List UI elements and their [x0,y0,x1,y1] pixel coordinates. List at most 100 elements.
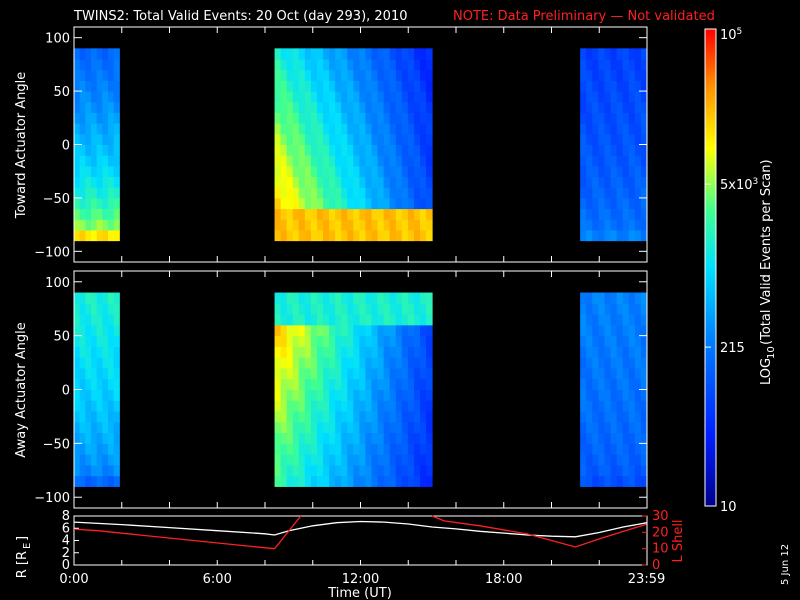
heatmap-cell [79,176,86,188]
heatmap-cell [74,475,81,487]
heatmap-cell [592,59,599,71]
heatmap-cell [113,432,120,444]
heatmap-cell [383,475,391,487]
heatmap-cell [640,367,648,380]
heatmap-cell [79,91,86,103]
heatmap-cell [323,48,330,60]
heatmap-cell [91,475,98,487]
heatmap-cell [108,400,115,412]
heatmap-cell [335,123,342,135]
heatmap-cell [310,314,318,326]
heatmap-cell [108,357,115,369]
heatmap-cell [383,208,391,220]
heatmap-cell [292,219,300,231]
heatmap-cell [353,367,360,380]
heatmap-cell [341,123,348,135]
heatmap-cell [286,411,294,423]
heatmap-cell [592,69,599,81]
lshell-series-line [274,515,302,550]
heatmap-cell [323,80,330,92]
heatmap-cell [592,91,599,103]
heatmap-cell [628,208,636,220]
heatmap-cell [365,208,373,220]
heatmap-cell [286,133,294,145]
heatmap-cell [598,389,605,401]
lshell-series-line [73,528,275,550]
heatmap-cell [365,357,373,369]
heatmap-cell [371,400,379,412]
heatmap-cell [85,314,92,326]
heatmap-cell [316,187,324,199]
heatmap-cell [280,187,288,199]
heatmap-cell [353,219,360,231]
heatmap-cell [365,123,373,135]
heatmap-cell [580,219,587,231]
heatmap-cell [610,208,618,220]
heatmap-cell [96,292,103,304]
heatmap-cell [91,443,98,455]
heatmap-cell [286,421,294,434]
heatmap-cell [96,176,103,188]
heatmap-cell [640,123,648,135]
heatmap-cell [280,208,288,220]
heatmap-cell [401,165,409,178]
heatmap-cell [610,101,618,113]
heatmap-cell [365,475,373,487]
heatmap-cell [359,208,366,220]
heatmap-cell [91,324,98,337]
heatmap-cell [413,314,421,326]
heatmap-cell [341,303,348,315]
heatmap-cell [413,208,421,220]
heatmap-cell [420,443,427,455]
heatmap-cell [85,176,92,188]
heatmap-cell [79,346,86,358]
heatmap-cell [329,144,336,156]
heatmap-cell [335,59,342,71]
heatmap-cell [420,112,427,124]
heatmap-cell [298,48,306,60]
heatmap-cell [286,357,294,369]
heatmap-cell [310,144,318,156]
heatmap-cell [383,101,391,113]
heatmap-cell [371,69,379,81]
heatmap-cell [383,324,391,337]
heatmap-cell [304,155,312,167]
heatmap-cell [365,303,373,315]
heatmap-cell [616,112,624,124]
heatmap-cell [329,421,336,434]
heatmap-cell [389,454,397,466]
heatmap-cell [610,176,618,188]
heatmap-cell [616,155,624,167]
heatmap-cell [298,144,306,156]
heatmap-cell [310,475,318,487]
heatmap-cell [592,454,599,466]
heatmap-cell [91,165,98,178]
heatmap-cell [310,112,318,124]
heatmap-cell [335,229,342,242]
heatmap-cell [413,48,421,60]
heatmap-cell [79,229,86,242]
heatmap-cell [304,475,312,487]
heatmap-cell [113,197,120,210]
heatmap-cell [359,69,366,81]
heatmap-cell [383,303,391,315]
heatmap-cell [604,176,612,188]
heatmap-cell [383,378,391,390]
svg-text:(Total Valid Events per Scan): (Total Valid Events per Scan) [759,159,774,345]
heatmap-cell [407,432,415,444]
heatmap-cell [79,421,86,434]
heatmap-cell [85,335,92,347]
heatmap-cell [335,432,342,444]
heatmap-cell [79,123,86,135]
heatmap-cell [74,59,81,71]
heatmap-cell [640,176,648,188]
heatmap-cell [610,432,618,444]
heatmap-cell [389,400,397,412]
heatmap-cell [292,346,300,358]
heatmap-cell [389,112,397,124]
heatmap-cell [274,176,282,188]
heatmap-cell [329,48,336,60]
heatmap-cell [377,176,385,188]
heatmap-cell [347,389,354,401]
heatmap-cell [274,165,282,178]
